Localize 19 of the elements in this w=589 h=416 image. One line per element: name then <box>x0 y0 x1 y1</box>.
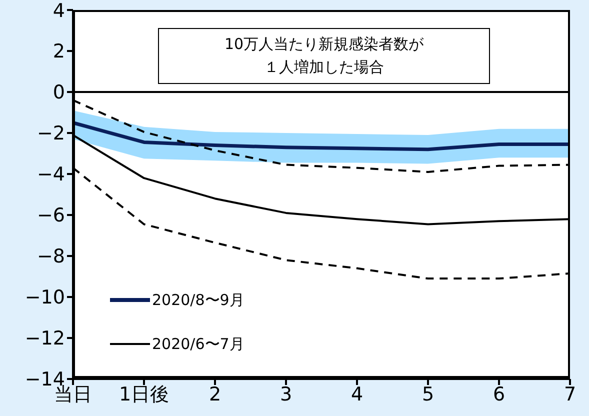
y-tick-label: 4 <box>52 0 65 22</box>
y-tick-label: −6 <box>36 204 65 227</box>
x-tick-label: 2 <box>208 383 222 406</box>
y-tick-label: −8 <box>36 246 65 268</box>
legend-label: 2020/6〜7月 <box>152 334 244 354</box>
y-tick-label: −12 <box>24 328 65 350</box>
y-tick-label: 2 <box>52 40 65 63</box>
x-tick-label: 1日後 <box>118 383 170 406</box>
y-tick-label: −2 <box>36 122 65 145</box>
y-tick-label: 0 <box>52 82 65 104</box>
y-tick-label: −10 <box>24 286 65 309</box>
x-tick-label: 7 <box>564 383 576 406</box>
y-tick-label: −4 <box>36 164 65 186</box>
legend-label: 2020/8〜9月 <box>152 290 244 310</box>
x-tick-label: 6 <box>492 383 506 406</box>
annotation: 10万人当たり新規感染者数が１人増加した場合 <box>223 34 425 78</box>
x-tick-label: 4 <box>350 383 364 406</box>
x-tick-label: 5 <box>422 383 434 406</box>
x-tick-label: 3 <box>280 383 292 406</box>
